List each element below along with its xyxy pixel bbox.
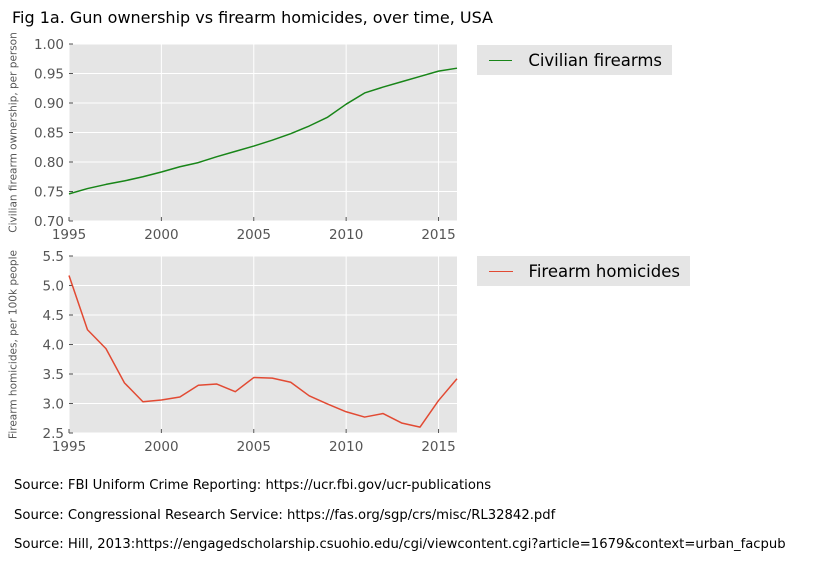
y-tick-label: 1.00 <box>34 37 64 53</box>
x-tick-label: 1995 <box>52 227 86 243</box>
y-axis-label: Firearm homicides, per 100k people <box>8 250 20 439</box>
x-tick-label: 2005 <box>237 439 271 455</box>
source-hill: Source: Hill, 2013:https://engagedschola… <box>14 537 786 552</box>
series-line <box>68 275 458 428</box>
y-tick-label: 0.95 <box>34 67 64 83</box>
homicide-chart-panel: 1995 2000 2005 2010 2015 2.5 3.0 3.5 4.0 4.5 5.0 5.… <box>8 249 458 455</box>
source-fbi: Source: FBI Uniform Crime Reporting: htt… <box>14 478 492 493</box>
y-axis-label: Civilian firearm ownership, per person <box>8 32 20 233</box>
y-tick-label: 2.5 <box>43 426 64 442</box>
y-tick-label: 5.0 <box>43 279 64 295</box>
y-tick-label: 0.90 <box>34 96 64 112</box>
legend-label-firearm-homicides: Firearm homicides <box>528 261 680 281</box>
x-tick-label: 2015 <box>421 227 455 243</box>
y-tick-label: 3.0 <box>43 397 64 413</box>
y-tick-label: 5.5 <box>43 249 64 265</box>
y-tick-label: 3.5 <box>43 367 64 383</box>
legend-line-swatch <box>489 59 513 61</box>
x-tick-label: 2010 <box>329 227 363 243</box>
figure-title: Fig 1a. Gun ownership vs firearm homicid… <box>12 8 493 27</box>
x-tick-label: 1995 <box>52 439 86 455</box>
source-crs: Source: Congressional Research Service: … <box>14 508 556 523</box>
legend-civilian-firearms: Civilian firearms <box>477 45 672 75</box>
y-tick-label: 4.5 <box>43 308 64 324</box>
y-tick-label: 0.80 <box>34 155 64 171</box>
y-tick-label: 4.0 <box>43 338 64 354</box>
x-tick-label: 2000 <box>144 439 178 455</box>
series-line <box>68 67 458 195</box>
legend-line-swatch <box>489 270 513 272</box>
ownership-chart-panel: 1995 2000 2005 2010 2015 0.70 0.75 0.80 0.85 0.90… <box>8 32 458 243</box>
x-tick-label: 2000 <box>144 227 178 243</box>
legend-firearm-homicides: Firearm homicides <box>477 256 690 286</box>
x-tick-label: 2015 <box>421 439 455 455</box>
y-tick-label: 0.85 <box>34 126 64 142</box>
x-tick-label: 2005 <box>237 227 271 243</box>
x-tick-label: 2010 <box>329 439 363 455</box>
y-tick-label: 0.75 <box>34 185 64 201</box>
y-tick-label: 0.70 <box>34 214 64 230</box>
legend-label-civilian-firearms: Civilian firearms <box>528 50 662 70</box>
